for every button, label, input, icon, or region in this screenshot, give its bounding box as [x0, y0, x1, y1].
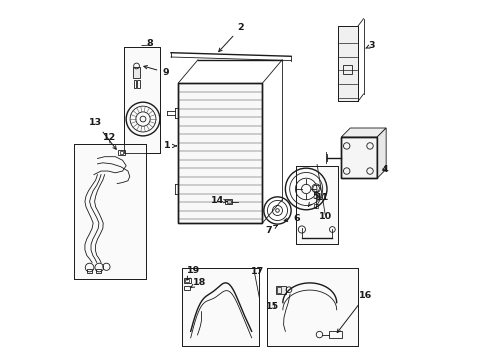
Text: 8: 8 [146, 39, 153, 48]
Bar [337, 26, 357, 101]
Text: 2: 2 [218, 23, 244, 51]
Bar [329, 331, 341, 338]
Bar [124, 47, 159, 153]
Bar [86, 269, 92, 273]
Text: 1: 1 [164, 141, 176, 150]
Text: 13: 13 [89, 118, 116, 149]
Text: 17: 17 [250, 267, 263, 276]
Bar [137, 80, 140, 88]
Polygon shape [376, 128, 386, 178]
Bar [183, 278, 191, 283]
Bar [183, 286, 190, 290]
Bar [182, 267, 258, 346]
Polygon shape [341, 128, 386, 137]
Bar [341, 137, 376, 178]
Text: 16: 16 [337, 291, 371, 333]
Bar [178, 83, 262, 223]
Text: 11: 11 [315, 193, 328, 202]
Text: 7: 7 [264, 225, 277, 235]
Text: 15: 15 [265, 302, 279, 311]
Bar [276, 287, 281, 293]
Bar [178, 83, 262, 223]
Bar [184, 279, 188, 282]
Bar [296, 166, 337, 244]
Bar [124, 47, 159, 153]
Bar [266, 267, 357, 346]
Text: 10: 10 [318, 212, 331, 221]
Bar [343, 65, 351, 74]
Bar [74, 144, 145, 279]
Bar [182, 267, 258, 346]
Bar [341, 137, 376, 178]
Bar [226, 200, 230, 203]
Bar [96, 269, 101, 273]
Text: 18: 18 [190, 278, 206, 288]
Bar [266, 267, 357, 346]
Text: 3: 3 [365, 41, 374, 50]
Bar [133, 80, 136, 88]
Bar [337, 26, 357, 101]
Bar [313, 204, 318, 208]
Text: 19: 19 [186, 266, 200, 280]
Text: 14: 14 [211, 196, 227, 205]
Bar [74, 144, 145, 279]
Text: 6: 6 [284, 214, 299, 223]
Bar [275, 286, 285, 294]
Bar [120, 150, 123, 154]
Bar [118, 150, 124, 155]
Bar [296, 166, 337, 244]
Bar [224, 199, 232, 204]
Text: 4: 4 [381, 165, 387, 174]
Text: 12: 12 [102, 133, 116, 142]
Text: 9: 9 [143, 66, 168, 77]
Bar [133, 67, 140, 78]
Text: 5: 5 [308, 192, 318, 206]
